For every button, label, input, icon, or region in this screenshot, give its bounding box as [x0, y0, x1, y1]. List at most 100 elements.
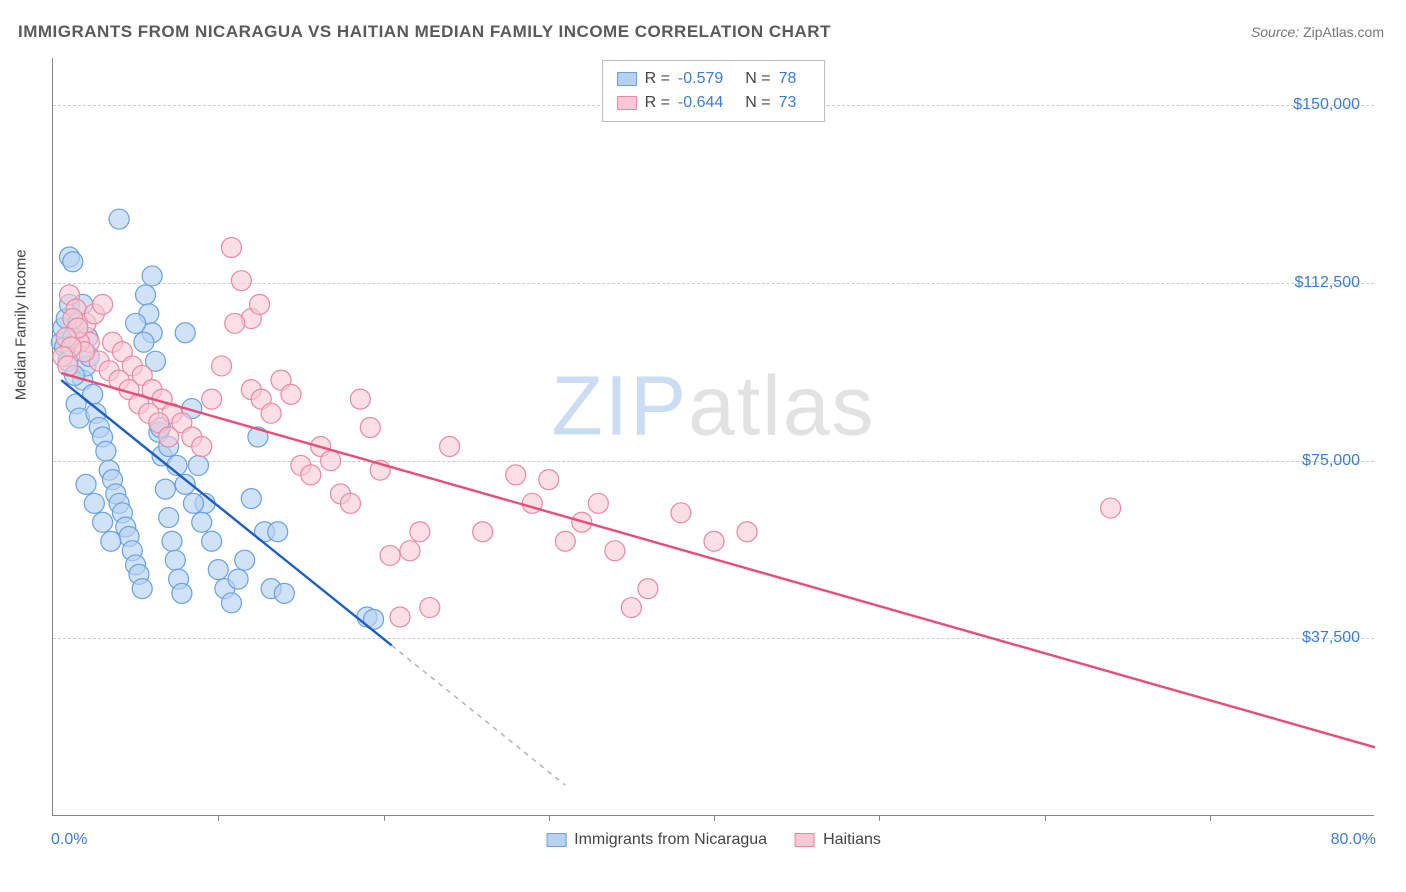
data-point	[638, 579, 658, 599]
data-point	[212, 356, 232, 376]
data-point	[235, 550, 255, 570]
data-point	[360, 418, 380, 438]
stat-r-label: R =	[645, 91, 670, 115]
x-tick	[879, 815, 880, 821]
x-tick	[1045, 815, 1046, 821]
data-point	[241, 489, 261, 509]
data-point	[737, 522, 757, 542]
data-point	[183, 493, 203, 513]
data-point	[96, 441, 116, 461]
data-point	[621, 598, 641, 618]
trend-line-extension	[392, 645, 566, 785]
stat-r-value-nicaragua: -0.579	[678, 67, 723, 91]
data-point	[1101, 498, 1121, 518]
data-point	[268, 522, 288, 542]
data-point	[390, 607, 410, 627]
data-point	[93, 294, 113, 314]
data-point	[261, 403, 281, 423]
legend-item-haitians: Haitians	[795, 831, 881, 849]
data-point	[506, 465, 526, 485]
data-point	[704, 531, 724, 551]
data-point	[231, 271, 251, 291]
data-point	[208, 560, 228, 580]
data-point	[83, 384, 103, 404]
data-point	[136, 285, 156, 305]
x-axis-max-label: 80.0%	[1331, 831, 1376, 849]
swatch-nicaragua	[617, 72, 637, 86]
data-point	[101, 531, 121, 551]
stat-n-label: N =	[745, 91, 770, 115]
data-point	[162, 531, 182, 551]
data-point	[274, 583, 294, 603]
data-point	[192, 512, 212, 532]
data-point	[340, 493, 360, 513]
data-point	[221, 238, 241, 258]
data-point	[380, 545, 400, 565]
stat-n-value-nicaragua: 78	[779, 67, 797, 91]
data-point	[350, 389, 370, 409]
data-point	[225, 313, 245, 333]
legend: Immigrants from Nicaragua Haitians	[546, 831, 881, 849]
data-point	[202, 389, 222, 409]
data-point	[175, 323, 195, 343]
stats-row-haitians: R = -0.644 N = 73	[617, 91, 811, 115]
stat-r-label: R =	[645, 67, 670, 91]
x-tick	[1210, 815, 1211, 821]
x-tick	[549, 815, 550, 821]
data-point	[588, 493, 608, 513]
data-point	[250, 294, 270, 314]
data-point	[281, 384, 301, 404]
data-point	[142, 266, 162, 286]
data-point	[420, 598, 440, 618]
data-point	[126, 313, 146, 333]
data-point	[440, 436, 460, 456]
data-point	[605, 541, 625, 561]
data-point	[555, 531, 575, 551]
data-point	[58, 356, 78, 376]
source-label: Source:	[1251, 24, 1299, 40]
data-point	[76, 474, 96, 494]
swatch-haitians	[617, 96, 637, 110]
data-point	[400, 541, 420, 561]
source-value: ZipAtlas.com	[1303, 24, 1384, 40]
stats-row-nicaragua: R = -0.579 N = 78	[617, 67, 811, 91]
source-attribution: Source: ZipAtlas.com	[1251, 24, 1384, 40]
chart-svg	[53, 58, 1374, 815]
x-tick	[714, 815, 715, 821]
legend-label-nicaragua: Immigrants from Nicaragua	[574, 831, 767, 849]
data-point	[410, 522, 430, 542]
data-point	[539, 470, 559, 490]
legend-swatch-nicaragua	[546, 833, 566, 847]
data-point	[134, 332, 154, 352]
data-point	[93, 512, 113, 532]
legend-item-nicaragua: Immigrants from Nicaragua	[546, 831, 767, 849]
x-axis-min-label: 0.0%	[51, 831, 87, 849]
data-point	[321, 451, 341, 471]
data-point	[63, 252, 83, 272]
data-point	[188, 455, 208, 475]
data-point	[301, 465, 321, 485]
legend-label-haitians: Haitians	[823, 831, 881, 849]
data-point	[202, 531, 222, 551]
legend-swatch-haitians	[795, 833, 815, 847]
y-axis-label: Median Family Income	[13, 249, 30, 400]
data-point	[159, 508, 179, 528]
x-tick	[218, 815, 219, 821]
data-point	[221, 593, 241, 613]
data-point	[84, 493, 104, 513]
data-point	[228, 569, 248, 589]
data-point	[155, 479, 175, 499]
stat-n-label: N =	[745, 67, 770, 91]
x-tick	[384, 815, 385, 821]
data-point	[109, 209, 129, 229]
stat-r-value-haitians: -0.644	[678, 91, 723, 115]
stats-box: R = -0.579 N = 78 R = -0.644 N = 73	[602, 60, 826, 122]
data-point	[165, 550, 185, 570]
chart-title: IMMIGRANTS FROM NICARAGUA VS HAITIAN MED…	[18, 22, 831, 42]
data-point	[172, 583, 192, 603]
data-point	[671, 503, 691, 523]
data-point	[132, 579, 152, 599]
plot-area: Median Family Income $37,500$75,000$112,…	[52, 58, 1374, 816]
data-point	[159, 427, 179, 447]
stat-n-value-haitians: 73	[779, 91, 797, 115]
